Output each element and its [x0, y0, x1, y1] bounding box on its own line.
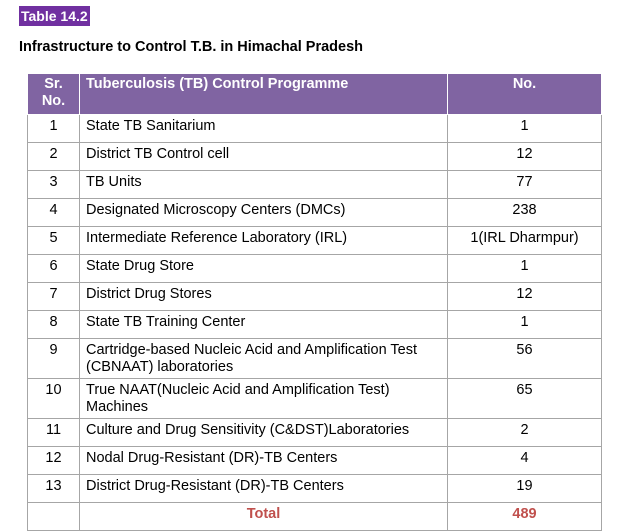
table-row: 10 True NAAT(Nucleic Acid and Amplificati…: [27, 378, 602, 419]
row-count: 1: [447, 310, 602, 339]
row-sr-no: 3: [27, 170, 80, 199]
row-sr-no: 11: [27, 418, 80, 447]
row-programme-name: District Drug Stores: [79, 282, 448, 311]
row-programme-name: Culture and Drug Sensitivity (C&DST)Labo…: [79, 418, 448, 447]
row-programme-name: District Drug-Resistant (DR)-TB Centers: [79, 474, 448, 503]
row-sr-no: 10: [27, 378, 80, 419]
table-row: 1 State TB Sanitarium 1: [27, 114, 602, 143]
table-row: 4 Designated Microscopy Centers (DMCs) 238: [27, 198, 602, 227]
table-number-label: Table 14.2: [19, 6, 90, 26]
row-sr-no: 8: [27, 310, 80, 339]
row-count: 1: [447, 114, 602, 143]
tb-infrastructure-table: Sr. No. Tuberculosis (TB) Control Progra…: [27, 73, 602, 531]
row-sr-no: 7: [27, 282, 80, 311]
row-sr-no: 13: [27, 474, 80, 503]
table-row: 2 District TB Control cell 12: [27, 142, 602, 171]
table-header: Sr. No. Tuberculosis (TB) Control Progra…: [27, 73, 602, 115]
total-row: Total 489: [27, 502, 602, 531]
row-sr-no: 9: [27, 338, 80, 379]
row-sr-no: 1: [27, 114, 80, 143]
row-sr-no: 4: [27, 198, 80, 227]
column-header-sr-no: Sr. No.: [27, 73, 80, 115]
row-programme-name: Nodal Drug-Resistant (DR)-TB Centers: [79, 446, 448, 475]
row-programme-name: Designated Microscopy Centers (DMCs): [79, 198, 448, 227]
table-row: 6 State Drug Store 1: [27, 254, 602, 283]
row-programme-name: State Drug Store: [79, 254, 448, 283]
table-body: 1 State TB Sanitarium 1 2 District TB Contro…: [27, 114, 602, 503]
row-count: 19: [447, 474, 602, 503]
row-count: 77: [447, 170, 602, 199]
row-programme-name: District TB Control cell: [79, 142, 448, 171]
row-count: 1(IRL Dharmpur): [447, 226, 602, 255]
row-programme-name: Intermediate Reference Laboratory (IRL): [79, 226, 448, 255]
row-count: 4: [447, 446, 602, 475]
table-heading: Infrastructure to Control T.B. in Himach…: [19, 39, 364, 55]
row-count: 2: [447, 418, 602, 447]
row-programme-name: True NAAT(Nucleic Acid and Amplification…: [79, 378, 448, 419]
table-row: 8 State TB Training Center 1: [27, 310, 602, 339]
table-row: 5 Intermediate Reference Laboratory (IRL)…: [27, 226, 602, 255]
total-label: Total: [79, 502, 448, 531]
row-sr-no: 2: [27, 142, 80, 171]
row-sr-no: 5: [27, 226, 80, 255]
table-row: 3 TB Units 77: [27, 170, 602, 199]
row-count: 56: [447, 338, 602, 379]
table-row: 12 Nodal Drug-Resistant (DR)-TB Centers 4: [27, 446, 602, 475]
header-row: Sr. No. Tuberculosis (TB) Control Progra…: [27, 73, 602, 115]
row-sr-no: 12: [27, 446, 80, 475]
row-programme-name: State TB Sanitarium: [79, 114, 448, 143]
total-empty-cell: [27, 502, 80, 531]
table-row: 9 Cartridge-based Nucleic Acid and Amplif…: [27, 338, 602, 379]
row-programme-name: Cartridge-based Nucleic Acid and Amplifi…: [79, 338, 448, 379]
table-row: 13 District Drug-Resistant (DR)-TB Center…: [27, 474, 602, 503]
column-header-programme: Tuberculosis (TB) Control Programme: [79, 73, 448, 115]
row-count: 12: [447, 282, 602, 311]
row-count: 12: [447, 142, 602, 171]
row-programme-name: TB Units: [79, 170, 448, 199]
row-count: 65: [447, 378, 602, 419]
row-programme-name: State TB Training Center: [79, 310, 448, 339]
total-value: 489: [447, 502, 602, 531]
row-count: 1: [447, 254, 602, 283]
row-sr-no: 6: [27, 254, 80, 283]
row-count: 238: [447, 198, 602, 227]
table-row: 7 District Drug Stores 12: [27, 282, 602, 311]
column-header-no: No.: [447, 73, 602, 115]
table-row: 11 Culture and Drug Sensitivity (C&DST)La…: [27, 418, 602, 447]
